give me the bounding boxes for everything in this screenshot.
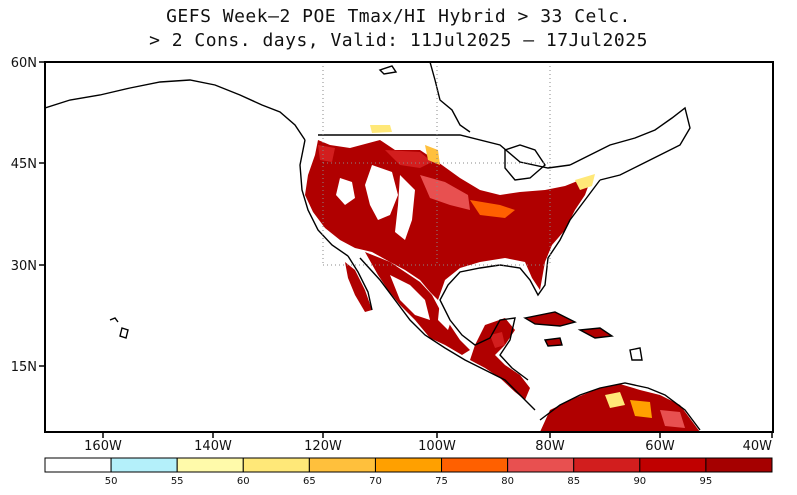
colorbar-label: 90 [633, 476, 646, 487]
colorbar-swatch [110, 457, 178, 473]
colorbar-label: 95 [700, 476, 713, 487]
colorbar-swatch [308, 457, 376, 473]
colorbar: 50 55 60 65 70 75 80 85 90 95 [44, 457, 773, 487]
lon-label: 40W [743, 439, 773, 454]
colorbar-swatch [705, 457, 773, 473]
lon-label: 60W [645, 439, 675, 454]
map-frame [44, 61, 774, 433]
lat-label: 60N [11, 56, 37, 71]
lon-label: 80W [535, 439, 565, 454]
colorbar-label: 50 [105, 476, 118, 487]
colorbar-label: 55 [171, 476, 184, 487]
colorbar-label: 80 [501, 476, 514, 487]
lon-label: 100W [418, 439, 456, 454]
colorbar-swatch [374, 457, 443, 473]
colorbar-label: 85 [567, 476, 580, 487]
longitude-axis: 160W 140W 120W 100W 80W 60W 40W [84, 432, 773, 454]
colorbar-swatch [507, 457, 575, 473]
lat-label: 15N [11, 360, 37, 375]
lat-label: 30N [11, 259, 37, 274]
lat-label: 45N [11, 157, 37, 172]
colorbar-swatch [441, 457, 509, 473]
colorbar-swatch [639, 457, 707, 473]
lon-label: 160W [84, 439, 122, 454]
colorbar-label: 70 [369, 476, 382, 487]
colorbar-label: 60 [237, 476, 250, 487]
map-title-line2: > 2 Cons. days, Valid: 11Jul2025 – 17Jul… [149, 30, 648, 51]
lon-label: 120W [304, 439, 342, 454]
colorbar-swatch [176, 457, 244, 473]
colorbar-swatch [242, 457, 310, 473]
colorbar-swatch [44, 457, 112, 473]
map-title-line1: GEFS Week–2 POE Tmax/HI Hybrid > 33 Celc… [166, 6, 631, 27]
lon-label: 140W [194, 439, 232, 454]
colorbar-label: 75 [435, 476, 448, 487]
latitude-axis: 60N 45N 30N 15N [11, 56, 45, 375]
heat-region-north-america [305, 125, 700, 432]
colorbar-swatch [573, 457, 641, 473]
colorbar-label: 65 [303, 476, 316, 487]
